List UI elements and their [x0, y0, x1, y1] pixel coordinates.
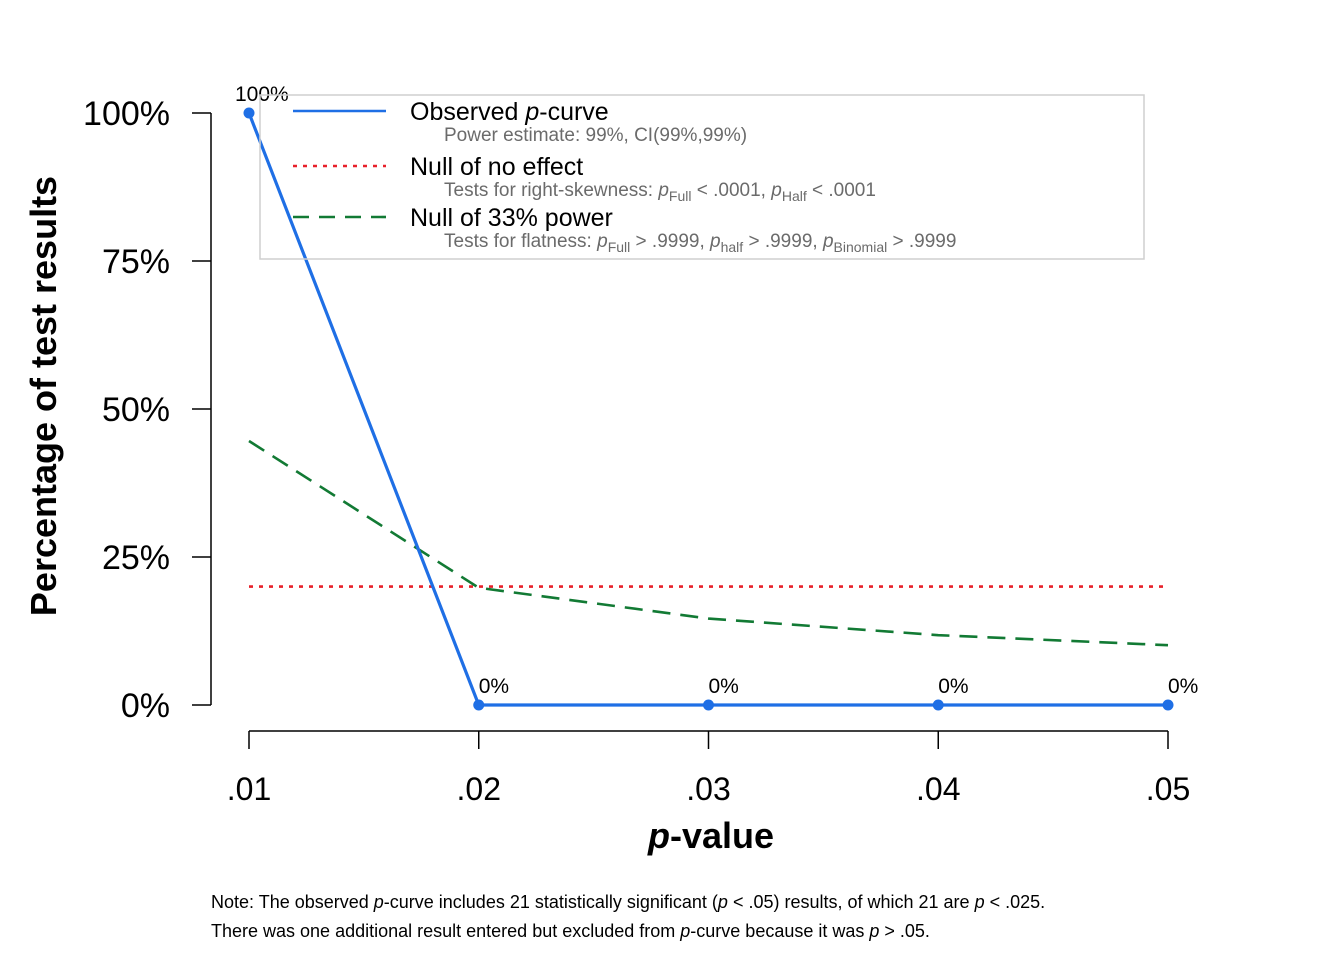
note-text: > .05.	[879, 921, 930, 941]
legend-sublabel: Tests for flatness: pFull > .9999, phalf…	[444, 231, 956, 255]
observed-point	[932, 699, 944, 711]
y-tick-label: 75%	[102, 243, 170, 281]
x-axis-title-italic: p	[647, 815, 670, 856]
observed-point	[1162, 699, 1174, 711]
note-italic: p	[680, 921, 691, 941]
y-axis-title: Percentage of test results	[23, 176, 64, 616]
series-layer: 100%0% 0% 0% 0%	[235, 83, 1198, 711]
note-italic: p	[869, 921, 880, 941]
note-text: -curve includes 21 statistically signifi…	[383, 892, 718, 912]
x-axis-title: p-value	[647, 815, 774, 856]
note-line-2: There was one additional result entered …	[211, 921, 930, 942]
point-label: 0%	[1168, 675, 1198, 698]
point-label: 0%	[709, 675, 739, 698]
axes: 0% 25% 50% 75% 100% .01 .02 .03 .04 .05	[83, 95, 1190, 807]
series-line-null-of-33-power	[248, 439, 1169, 647]
x-tick-label: .03	[686, 771, 730, 807]
note-line-1: Note: The observed p-curve includes 21 s…	[211, 892, 1045, 913]
y-tick-label: 25%	[102, 539, 170, 577]
point-label: 0%	[479, 675, 509, 698]
y-tick-label: 100%	[83, 95, 170, 133]
note-text: There was one additional result entered …	[211, 921, 681, 941]
x-tick-label: .01	[227, 771, 271, 807]
observed-point	[703, 699, 714, 711]
note-text: Note: The observed	[211, 892, 374, 912]
x-tick-label: .05	[1146, 771, 1190, 807]
x-tick-label: .02	[457, 771, 501, 807]
note-italic: p	[974, 892, 985, 912]
note-italic: p	[717, 892, 728, 912]
observed-point	[473, 699, 485, 711]
note-italic: p	[373, 892, 384, 912]
note-text: < .05) results, of which 21 are	[727, 892, 975, 912]
y-tick-label: 0%	[121, 687, 170, 725]
x-axis-title-rest: -value	[670, 815, 774, 856]
y-tick-label: 50%	[102, 391, 170, 429]
note-text: -curve because it was	[690, 921, 870, 941]
legend-sublabel: Tests for right-skewness: pFull < .0001,…	[444, 180, 876, 204]
legend-box	[259, 94, 1145, 260]
note-text: < .025.	[984, 892, 1046, 912]
point-label: 0%	[938, 675, 968, 698]
legend-label: Null of 33% power	[410, 204, 613, 232]
series-line-observed-p-curve	[247, 112, 1168, 707]
legend-label: Null of no effect	[410, 153, 583, 181]
x-tick-label: .04	[916, 771, 960, 807]
observed-point	[243, 107, 255, 119]
legend-sublabel: Power estimate: 99%, CI(99%,99%)	[444, 125, 747, 146]
legend-label: Observed p-curve	[410, 98, 609, 126]
